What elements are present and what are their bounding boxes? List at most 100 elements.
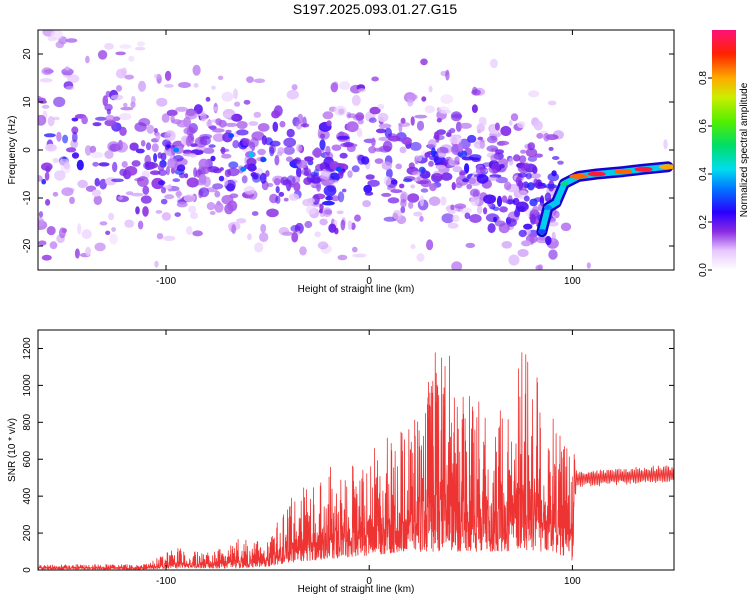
- spectrogram-blob: [503, 181, 512, 191]
- y-tick-label: 400: [22, 487, 33, 504]
- spectrogram-blob: [243, 185, 256, 195]
- spectrogram-blob: [400, 198, 407, 208]
- spectrogram-blob: [293, 182, 301, 192]
- spectrogram-blob: [157, 164, 165, 172]
- x-tick-label: -100: [156, 576, 176, 587]
- spectrogram-blob: [172, 178, 181, 183]
- spectrogram-blob: [200, 166, 210, 175]
- spectrogram-blob: [476, 174, 489, 184]
- spectrogram-blob: [198, 173, 207, 184]
- spectrogram-blob: [469, 154, 482, 161]
- spectrogram-blob: [253, 111, 262, 118]
- spectrogram-blob: [225, 122, 238, 127]
- spectrogram-blob: [71, 152, 80, 159]
- spectrogram-blob: [329, 179, 339, 184]
- spectrogram-blob: [527, 155, 538, 162]
- spectrogram-blob: [176, 189, 182, 199]
- spectrogram-blob: [411, 171, 422, 176]
- colorbar-tick-label: 0.0: [698, 263, 709, 277]
- spectrogram-blob: [280, 176, 289, 186]
- ridge-point: [658, 164, 674, 170]
- spectrogram-blob: [119, 113, 132, 121]
- spectrogram-blob: [518, 155, 527, 164]
- ridge-point: [560, 181, 569, 187]
- spectrogram-blob: [56, 131, 62, 142]
- spectrogram-blob: [481, 117, 487, 126]
- spectrogram-blob: [184, 109, 198, 120]
- spectrogram-blob: [328, 223, 337, 233]
- spectrogram-blob: [557, 160, 564, 165]
- spectrogram-blob: [77, 179, 88, 189]
- spectrogram-blob: [276, 151, 283, 157]
- spectrogram-blob: [194, 136, 208, 148]
- spectrogram-blob: [322, 200, 335, 206]
- spectrogram-blob: [206, 202, 216, 211]
- spectrogram-blob: [339, 81, 351, 90]
- spectrogram-blob: [121, 67, 128, 76]
- spectrogram-blob: [438, 106, 450, 114]
- spectrogram-blob: [156, 233, 164, 240]
- spectrogram-blob: [119, 126, 127, 136]
- spectrogram-blob: [41, 67, 53, 76]
- spectrogram-blob: [459, 171, 467, 176]
- spectrogram-blob: [469, 214, 482, 223]
- spectrogram-blob: [112, 125, 117, 130]
- spectrogram-blob: [106, 108, 111, 115]
- spectrogram-blob: [257, 148, 266, 156]
- spectrogram-blob: [90, 151, 104, 159]
- spectrogram-blob: [134, 46, 146, 51]
- ridge-point: [552, 200, 561, 206]
- spectrogram-blob: [501, 241, 513, 249]
- spectrogram-blob: [508, 157, 514, 166]
- spectrogram-blob: [469, 188, 481, 197]
- spectrogram-blob: [382, 140, 393, 152]
- spectrogram-blob: [351, 94, 361, 106]
- spectrogram-blob: [102, 95, 109, 107]
- spectrogram-blob: [155, 210, 163, 214]
- spectrogram-blob: [252, 173, 259, 180]
- spectrogram-blob: [71, 126, 79, 135]
- colorbar-tick-label: 0.4: [698, 167, 709, 181]
- spectrogram-blob: [81, 229, 92, 240]
- spectrogram-blob: [214, 190, 221, 198]
- spectrogram-blob: [331, 195, 340, 202]
- spectrogram-blob: [246, 76, 254, 83]
- colorbar-ticks: 0.0 0.2 0.4 0.6 0.8: [698, 71, 712, 277]
- spectrogram-blob: [221, 153, 232, 159]
- spectrogram-blob: [55, 41, 65, 49]
- spectrogram-blob: [339, 152, 348, 159]
- spectrogram-blob: [286, 175, 296, 186]
- spectrogram-blob: [137, 220, 144, 230]
- spectrogram-blob: [299, 246, 307, 256]
- colorbar-tick-label: 0.6: [698, 119, 709, 133]
- spectrogram-blob: [496, 195, 503, 207]
- spectrogram-blob: [164, 130, 176, 142]
- spectrogram-blob: [500, 125, 512, 137]
- spectrogram-blob: [318, 209, 324, 214]
- spectrogram-blob: [386, 185, 396, 191]
- spectrogram-blob: [429, 183, 437, 192]
- spectrogram-blob: [399, 183, 405, 189]
- spectrogram-blob: [65, 147, 77, 153]
- spectrogram-blob: [111, 178, 124, 183]
- spectrogram-blob: [38, 97, 46, 102]
- spectrogram-blob: [260, 172, 267, 184]
- spectrogram-blob: [368, 117, 377, 123]
- spectrogram-blob: [367, 179, 380, 187]
- spectrogram-blob: [517, 206, 526, 212]
- spectrogram-blob: [383, 176, 392, 186]
- spectrogram-blob: [390, 189, 403, 194]
- spectrogram-blob: [357, 128, 363, 138]
- spectrogram-blob: [331, 144, 342, 151]
- spectrogram-blob: [537, 264, 544, 270]
- spectrogram-blob: [203, 147, 215, 154]
- spectrogram-blob: [170, 114, 175, 123]
- spectrogram-blob: [440, 196, 447, 206]
- ridge-point: [569, 173, 588, 179]
- spectrogram-blob: [200, 113, 207, 122]
- spectrogram-blob: [149, 170, 161, 175]
- spectrogram-blob: [184, 173, 189, 179]
- spectrogram-blob: [110, 94, 124, 101]
- spectrogram-blob: [413, 177, 421, 183]
